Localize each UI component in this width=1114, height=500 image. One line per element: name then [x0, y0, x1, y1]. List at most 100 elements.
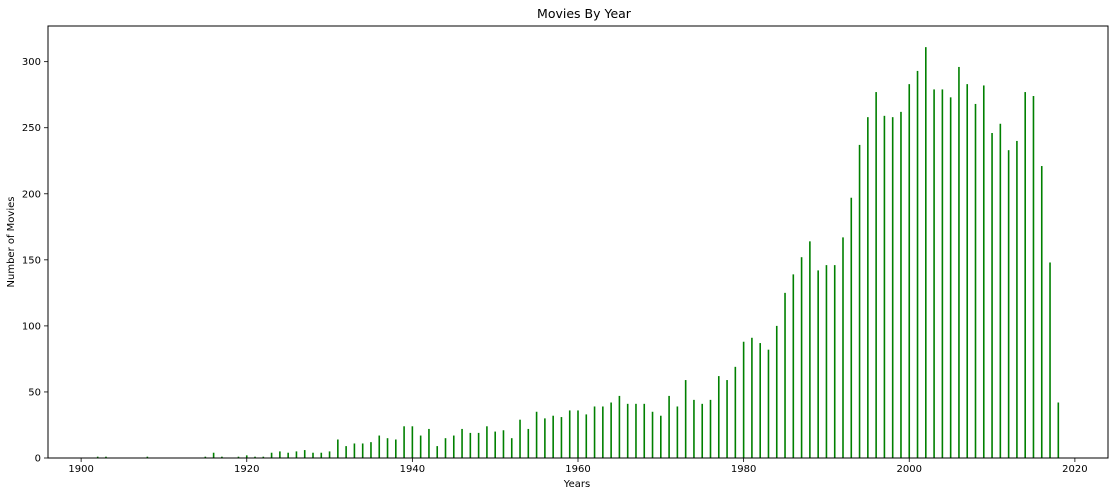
bar-1947: [469, 432, 472, 458]
bar-1973: [684, 380, 687, 458]
bar-1948: [477, 432, 480, 458]
bar-1978: [726, 380, 728, 458]
bar-1940: [411, 426, 414, 458]
bar-1903: [105, 456, 107, 458]
y-tick-label-200: 200: [22, 189, 41, 200]
bar-1996: [875, 92, 877, 458]
bar-1931: [337, 439, 339, 458]
bar-1980: [742, 341, 745, 458]
x-tick-label-1960: 1960: [565, 464, 590, 475]
bar-1953: [519, 419, 521, 458]
bar-1926: [295, 451, 298, 458]
bar-1993: [850, 197, 853, 459]
bar-1954: [527, 428, 530, 458]
bar-1976: [709, 399, 712, 458]
bar-1924: [279, 451, 281, 458]
bar-1981: [751, 337, 753, 458]
bar-1928: [312, 452, 314, 458]
bar-1943: [436, 446, 439, 458]
bar-1985: [784, 292, 786, 458]
bar-2005: [949, 97, 952, 458]
bar-1944: [444, 438, 447, 458]
bar-1930: [328, 451, 331, 458]
bar-2008: [974, 103, 977, 458]
bar-1932: [345, 446, 347, 458]
bar-1999: [900, 111, 902, 459]
bar-1992: [842, 237, 844, 458]
bar-1941: [419, 435, 422, 458]
bar-1908: [146, 456, 149, 458]
bar-1922: [262, 456, 265, 458]
bar-1952: [510, 438, 513, 458]
x-tick-label-1920: 1920: [234, 464, 259, 475]
plot-frame: [47, 25, 1109, 459]
bar-1956: [544, 418, 546, 458]
bar-1991: [833, 265, 836, 458]
x-tick-label-1940: 1940: [400, 464, 425, 475]
bar-2006: [958, 66, 960, 458]
bar-1994: [858, 144, 861, 458]
chart-title: Movies By Year: [537, 6, 632, 21]
bar-1970: [660, 415, 662, 458]
bar-1972: [676, 406, 679, 458]
bar-1939: [403, 426, 405, 458]
bar-1969: [651, 411, 654, 458]
bar-1938: [395, 439, 397, 458]
bars-group: [96, 47, 1060, 459]
bar-1965: [618, 395, 621, 458]
bar-2011: [999, 123, 1002, 458]
bar-1957: [552, 415, 554, 458]
bar-1989: [817, 270, 819, 458]
bar-1987: [800, 257, 803, 458]
x-tick-label-2000: 2000: [897, 464, 922, 475]
bar-1959: [568, 410, 571, 458]
bar-1927: [303, 450, 306, 458]
bar-1949: [486, 426, 488, 458]
bar-1955: [535, 411, 538, 458]
bar-1986: [792, 274, 795, 458]
bar-1915: [204, 456, 207, 458]
bar-1920: [245, 455, 248, 458]
bar-2004: [941, 89, 944, 458]
bar-2016: [1040, 166, 1043, 459]
y-axis-label: Number of Movies: [6, 197, 17, 288]
bar-2017: [1049, 262, 1051, 458]
bar-1950: [494, 431, 496, 458]
bar-1974: [693, 399, 695, 458]
bar-1967: [635, 403, 637, 458]
bar-1934: [361, 443, 364, 458]
y-tick-label-0: 0: [35, 454, 41, 465]
bar-1966: [626, 403, 629, 458]
bar-2012: [1007, 150, 1010, 458]
bar-2000: [908, 84, 911, 458]
bar-1936: [378, 435, 381, 458]
bar-2007: [966, 84, 969, 458]
bar-2014: [1024, 92, 1026, 458]
bar-1962: [593, 406, 596, 458]
bar-1971: [668, 395, 670, 458]
bar-1984: [775, 325, 778, 458]
bar-1929: [320, 452, 323, 458]
bar-1923: [270, 452, 273, 458]
bar-1995: [867, 117, 869, 458]
bar-2018: [1057, 402, 1060, 458]
bar-1988: [809, 241, 811, 458]
bar-2009: [982, 85, 985, 458]
bar-1982: [759, 343, 761, 458]
y-tick-label-250: 250: [22, 123, 41, 134]
bar-1919: [237, 456, 240, 458]
y-tick-label-100: 100: [22, 321, 41, 332]
bar-1951: [502, 430, 505, 458]
y-tick-label-150: 150: [22, 255, 41, 266]
bar-1977: [717, 376, 720, 458]
bar-1942: [428, 428, 430, 458]
x-tick-label-1900: 1900: [68, 464, 93, 475]
bar-1945: [452, 435, 455, 458]
bar-1902: [96, 456, 99, 458]
bar-1963: [602, 406, 604, 458]
bar-1933: [353, 443, 356, 458]
y-tick-label-300: 300: [22, 57, 41, 68]
bar-1916: [212, 452, 215, 458]
